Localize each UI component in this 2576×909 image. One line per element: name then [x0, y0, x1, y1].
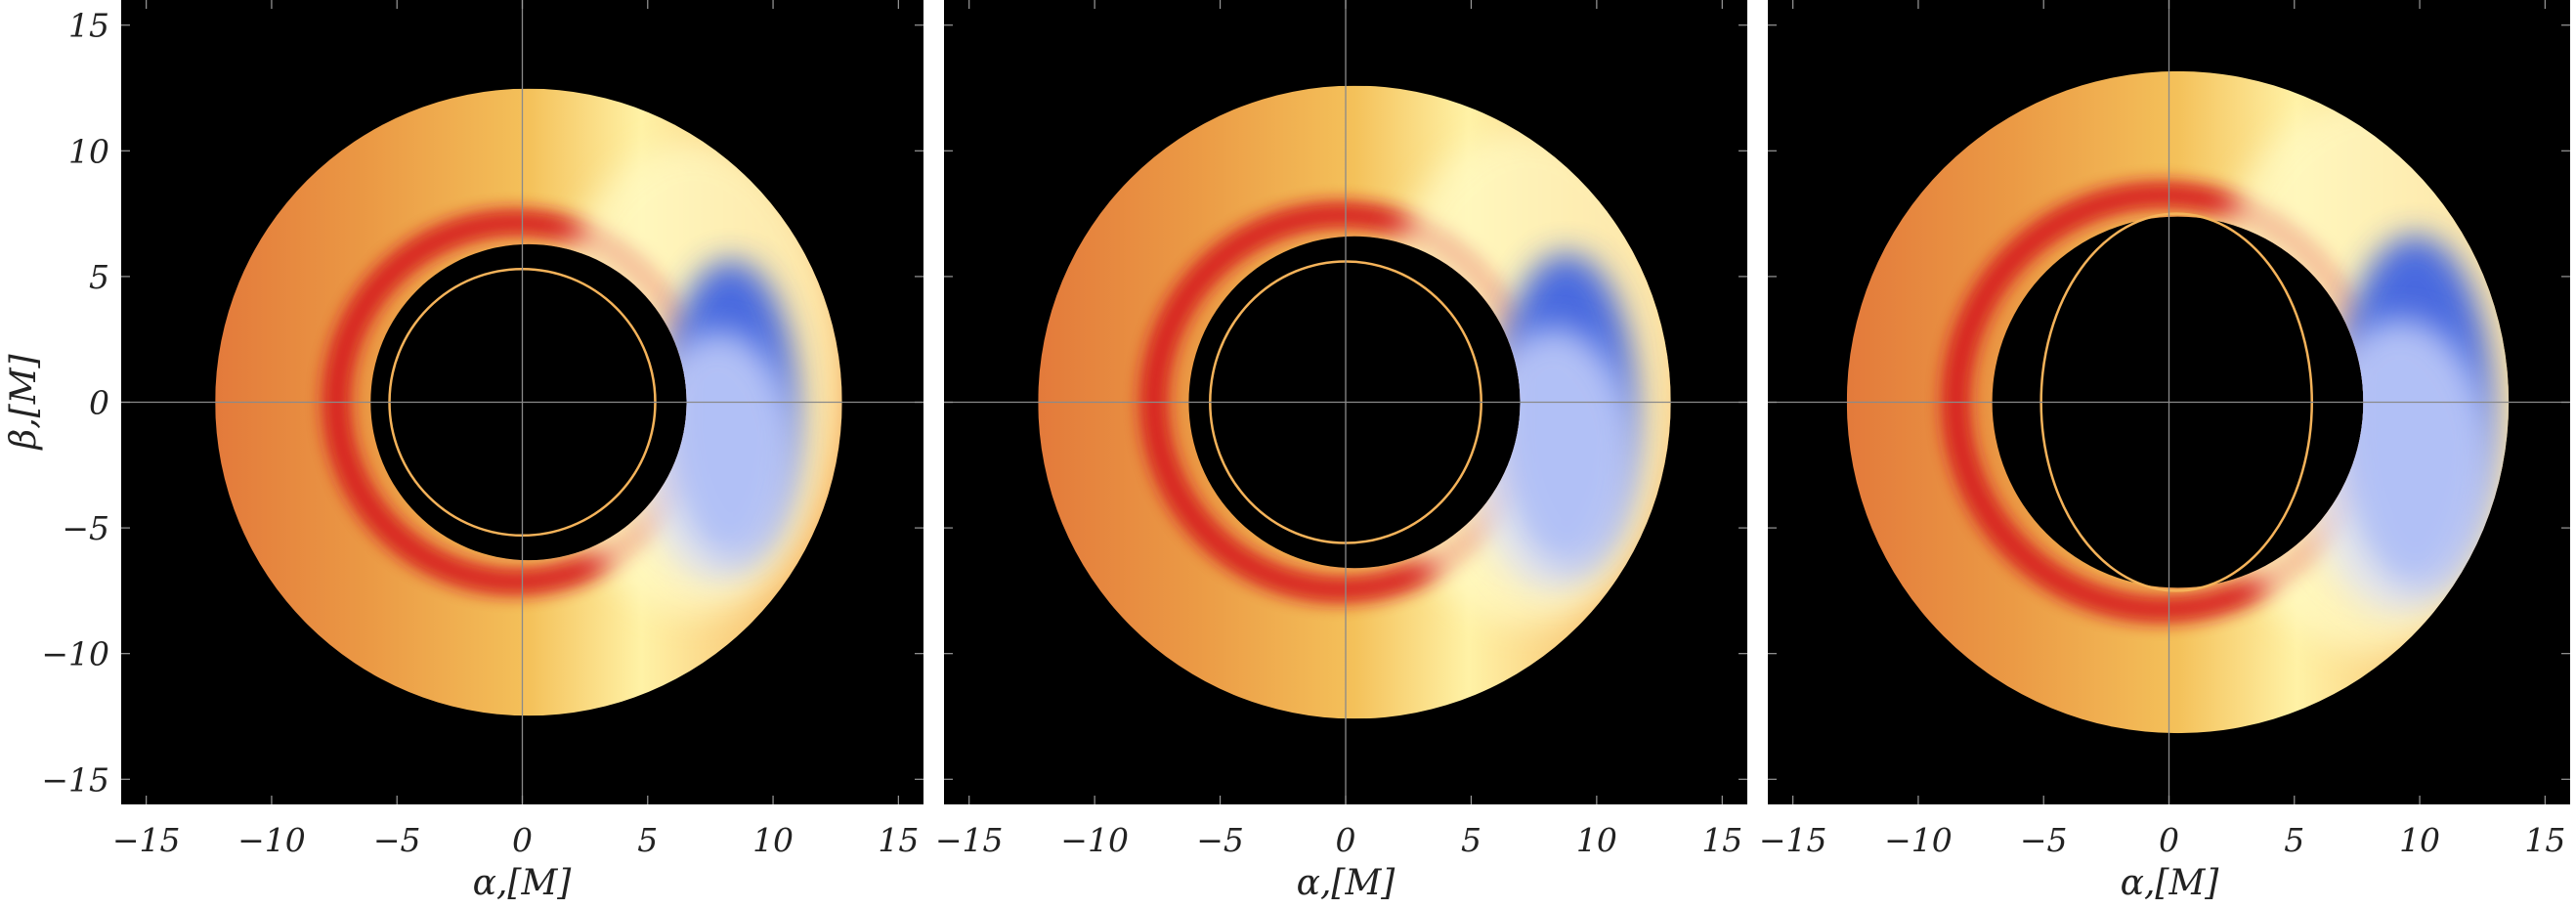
x-tick-label: 0	[512, 821, 533, 859]
x-tick-label: 5	[2284, 821, 2304, 859]
x-tick-labels: −15 −10 −5 0 5 10 15	[1759, 821, 2566, 859]
axes	[944, 0, 1747, 804]
x-tick-label: −10	[1884, 821, 1953, 859]
x-axis-label: α,[M]	[1297, 863, 1396, 903]
y-tick-label: 15	[68, 7, 109, 45]
x-tick-label: −5	[2020, 821, 2068, 859]
y-tick-label: −10	[41, 635, 109, 673]
y-tick-label: −15	[41, 760, 109, 799]
x-tick-label: −15	[112, 821, 181, 859]
y-tick-labels: −15 −10 −5 0 5 10 15	[41, 7, 109, 800]
axes	[1768, 0, 2570, 804]
x-tick-labels: −15 −10 −5 0 5 10 15	[112, 821, 920, 859]
x-tick-label: 0	[1336, 821, 1356, 859]
x-tick-label: 15	[2524, 821, 2565, 859]
x-tick-label: −15	[1759, 821, 1827, 859]
x-tick-label: 5	[637, 821, 658, 859]
y-tick-label: 10	[68, 132, 109, 170]
x-tick-label: −10	[237, 821, 306, 859]
axes	[121, 0, 923, 804]
x-axis-label: α,[M]	[473, 863, 573, 903]
x-axis-label: α,[M]	[2121, 863, 2220, 903]
y-tick-label: −5	[62, 509, 109, 547]
panel-1: −15 −10 −5 0 5 10 15 −15 −10 −5 0 5 10 15 α,[M] β,[M…	[4, 0, 923, 903]
x-tick-label: −10	[1060, 821, 1129, 859]
y-axis-label: β,[M]	[4, 353, 44, 451]
x-tick-label: 0	[2159, 821, 2179, 859]
panel-3: −15 −10 −5 0 5 10 15 α,[M]	[1759, 0, 2570, 903]
x-tick-label: 10	[2399, 821, 2440, 859]
y-tick-label: 0	[89, 384, 109, 422]
x-tick-label: 15	[1701, 821, 1742, 859]
x-tick-label: 10	[752, 821, 794, 859]
x-tick-label: −15	[935, 821, 1004, 859]
x-tick-label: 5	[1461, 821, 1481, 859]
x-tick-label: 15	[878, 821, 919, 859]
x-tick-label: 10	[1576, 821, 1617, 859]
x-tick-label: −5	[1196, 821, 1244, 859]
y-tick-label: 5	[89, 258, 109, 296]
x-tick-labels: −15 −10 −5 0 5 10 15	[935, 821, 1742, 859]
x-tick-label: −5	[373, 821, 421, 859]
panel-2: −15 −10 −5 0 5 10 15 α,[M]	[935, 0, 1747, 903]
